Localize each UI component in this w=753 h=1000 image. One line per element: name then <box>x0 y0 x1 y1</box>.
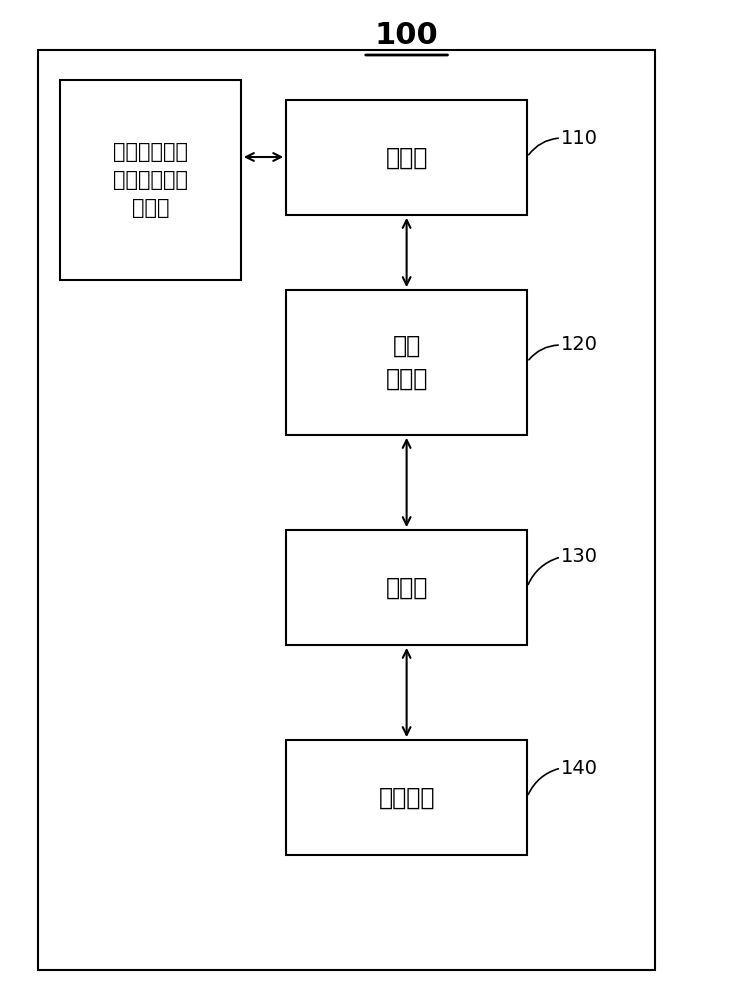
Text: 130: 130 <box>561 548 598 566</box>
FancyBboxPatch shape <box>286 740 527 855</box>
Text: 110: 110 <box>561 128 598 147</box>
FancyBboxPatch shape <box>38 50 655 970</box>
FancyBboxPatch shape <box>60 80 241 280</box>
Text: 存储
控制器: 存储 控制器 <box>386 334 428 391</box>
Text: 存储器: 存储器 <box>386 145 428 169</box>
Text: 140: 140 <box>561 758 598 778</box>
FancyBboxPatch shape <box>286 290 527 435</box>
Text: 显示屏幕: 显示屏幕 <box>378 786 435 810</box>
Text: 120: 120 <box>561 336 598 355</box>
FancyBboxPatch shape <box>286 530 527 645</box>
Text: 泥页岩等温吸
附实验曲线校
正装置: 泥页岩等温吸 附实验曲线校 正装置 <box>113 142 188 218</box>
Text: 100: 100 <box>375 20 438 49</box>
FancyBboxPatch shape <box>286 100 527 215</box>
Text: 处理器: 处理器 <box>386 576 428 599</box>
